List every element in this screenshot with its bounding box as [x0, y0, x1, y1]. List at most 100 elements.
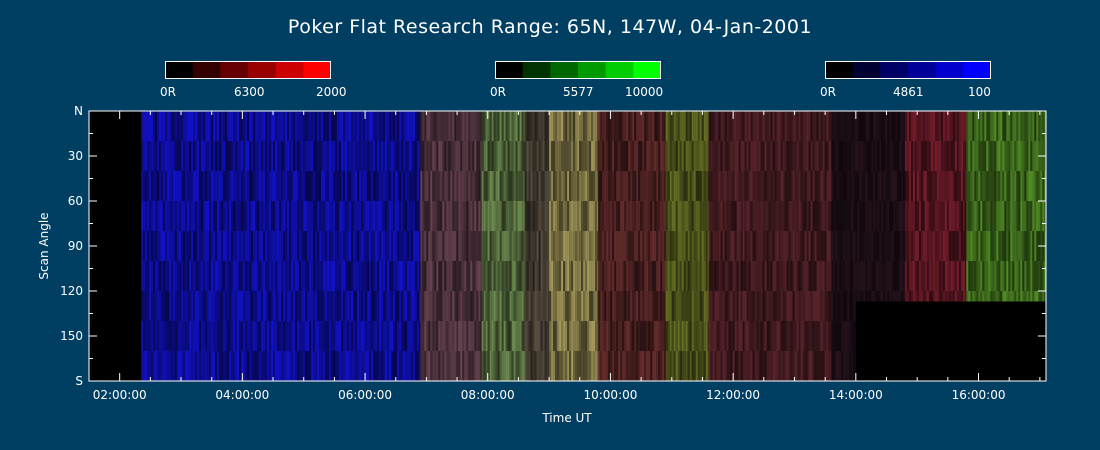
heatmap-cell	[426, 321, 429, 352]
heatmap-cell	[681, 111, 684, 142]
heatmap-cell	[738, 261, 741, 292]
heatmap-cell	[604, 321, 607, 352]
heatmap-cell	[227, 171, 230, 202]
heatmap-cell	[189, 231, 192, 262]
heatmap-cell	[899, 261, 902, 292]
heatmap-cell	[185, 111, 188, 142]
heatmap-cell	[283, 141, 286, 172]
heatmap-cell	[271, 261, 274, 292]
heatmap-cell	[493, 261, 496, 292]
heatmap-cell	[587, 291, 590, 322]
heatmap-cell	[532, 201, 535, 232]
heatmap-cell	[231, 321, 234, 352]
heatmap-cell	[553, 171, 556, 202]
heatmap-cell	[563, 111, 566, 142]
heatmap-cell	[699, 231, 702, 262]
heatmap-cell	[219, 201, 222, 232]
heatmap-cell	[585, 111, 588, 142]
heatmap-cell	[369, 111, 372, 142]
heatmap-cell	[718, 111, 721, 142]
heatmap-cell	[675, 291, 678, 322]
heatmap-cell	[845, 201, 848, 232]
heatmap-cell	[928, 141, 932, 172]
heatmap-cell	[323, 261, 326, 292]
heatmap-cell	[553, 201, 556, 232]
heatmap-cell	[195, 261, 198, 292]
heatmap-cell	[263, 231, 266, 262]
heatmap-cell	[610, 141, 613, 172]
heatmap-cell	[167, 261, 170, 292]
heatmap-cell	[403, 171, 406, 202]
heatmap-cell	[237, 111, 240, 142]
heatmap-cell	[329, 291, 332, 322]
heatmap-cell	[289, 261, 292, 292]
heatmap-cell	[517, 261, 520, 292]
heatmap-cell	[239, 261, 242, 292]
heatmap-cell	[381, 291, 384, 322]
heatmap-cell	[225, 351, 228, 382]
heatmap-cell	[730, 321, 733, 352]
heatmap-cell	[319, 141, 322, 172]
heatmap-cell	[703, 291, 706, 322]
heatmap-cell	[468, 201, 471, 232]
heatmap-cell	[215, 171, 218, 202]
heatmap-cell	[511, 261, 514, 292]
heatmap-cell	[835, 201, 838, 232]
heatmap-cell	[301, 261, 304, 292]
heatmap-cell	[691, 201, 694, 232]
heatmap-cell	[952, 171, 956, 202]
heatmap-cell	[389, 171, 392, 202]
heatmap-cell	[355, 231, 358, 262]
heatmap-cell	[802, 291, 805, 322]
heatmap-cell	[233, 141, 236, 172]
heatmap-cell	[351, 351, 354, 382]
heatmap-cell	[513, 261, 516, 292]
heatmap-cell	[532, 351, 535, 382]
heatmap-cell	[339, 141, 342, 172]
heatmap-cell	[505, 261, 508, 292]
heatmap-cell	[964, 141, 968, 172]
heatmap-cell	[483, 291, 486, 322]
heatmap-cell	[893, 111, 896, 142]
heatmap-cell	[353, 291, 356, 322]
heatmap-cell	[802, 321, 805, 352]
heatmap-cell	[309, 321, 312, 352]
heatmap-cell	[399, 201, 402, 232]
heatmap-cell	[756, 291, 759, 322]
heatmap-cell	[201, 261, 204, 292]
heatmap-cell	[602, 231, 605, 262]
heatmap-cell	[1016, 261, 1019, 292]
heatmap-cell	[209, 261, 212, 292]
heatmap-cell	[614, 141, 617, 172]
heatmap-cell	[612, 171, 615, 202]
heatmap-cell	[309, 291, 312, 322]
heatmap-cell	[171, 111, 174, 142]
heatmap-cell	[597, 111, 600, 142]
heatmap-cell	[722, 351, 725, 382]
heatmap-cell	[291, 351, 294, 382]
heatmap-cell	[436, 201, 439, 232]
heatmap-cell	[1020, 261, 1023, 292]
heatmap-cell	[708, 171, 711, 202]
heatmap-cell	[331, 111, 334, 142]
heatmap-cell	[770, 111, 773, 142]
heatmap-cell	[828, 141, 831, 172]
heatmap-cell	[996, 261, 999, 292]
heatmap-cell	[776, 351, 779, 382]
heatmap-cell	[519, 351, 522, 382]
heatmap-cell	[367, 171, 370, 202]
heatmap-cell	[247, 291, 250, 322]
heatmap-cell	[744, 231, 747, 262]
heatmap-cell	[261, 351, 264, 382]
heatmap-cell	[499, 261, 502, 292]
heatmap-cell	[800, 351, 803, 382]
heatmap-cell	[383, 171, 386, 202]
heatmap-cell	[460, 231, 463, 262]
heatmap-cell	[353, 231, 356, 262]
heatmap-cell	[515, 111, 518, 142]
heatmap-cell	[606, 351, 609, 382]
heatmap-cell	[265, 111, 268, 142]
heatmap-cell	[468, 261, 471, 292]
heatmap-cell	[563, 291, 566, 322]
heatmap-cell	[209, 171, 212, 202]
